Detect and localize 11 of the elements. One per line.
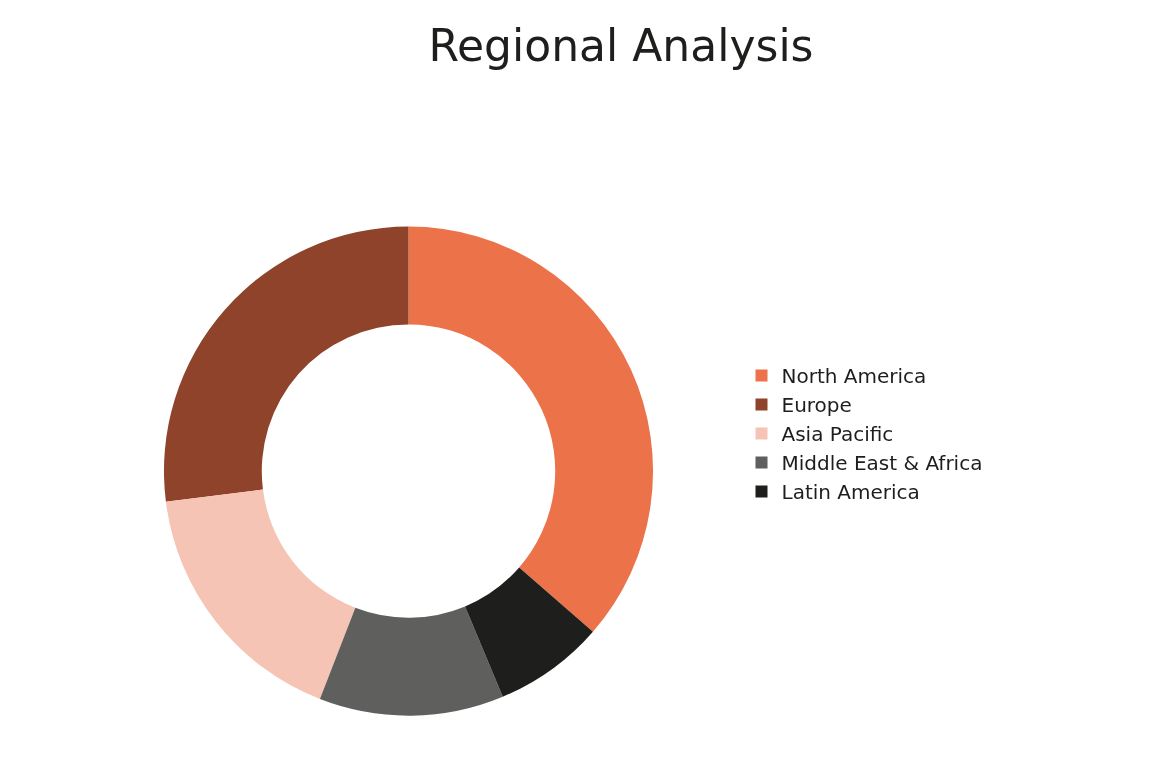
donut-slice <box>165 489 356 700</box>
legend-label: Europe <box>781 393 852 418</box>
chart-title: Regional Analysis <box>428 20 814 72</box>
donut-slice <box>408 226 653 632</box>
legend-label: Asia Pacific <box>781 422 894 447</box>
legend-label: North America <box>781 364 927 389</box>
legend-label: Middle East & Africa <box>781 451 983 476</box>
legend-label: Latin America <box>781 480 920 505</box>
donut-slice <box>163 226 409 502</box>
donut-slice <box>319 606 503 716</box>
donut-slice <box>465 567 593 697</box>
